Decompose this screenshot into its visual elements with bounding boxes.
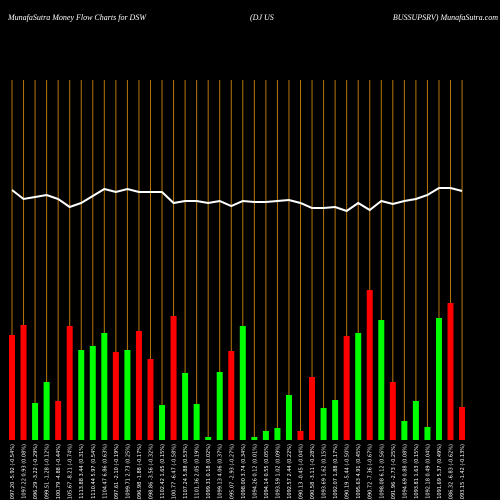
x-tick-label: 1099.31 0.18 (0.02%) xyxy=(206,444,212,499)
bar xyxy=(285,395,292,440)
bar xyxy=(124,350,131,440)
bar xyxy=(170,316,177,440)
x-tick-label: 1113.88 3.44 (0.31%) xyxy=(79,444,85,499)
x-tick-label: 1092.57 2.44 (0.22%) xyxy=(287,444,293,499)
x-tick-label: 1090.58 -3.11 (-0.28%) xyxy=(310,444,316,500)
x-tick-label: 1096.98 -1.88 (-0.17%) xyxy=(137,444,143,500)
x-tick-label: 1093.69 1.62 (0.15%) xyxy=(322,444,328,499)
x-tick-label: 1090.72 -7.36 (-0.67%) xyxy=(368,444,374,500)
bar xyxy=(332,400,339,440)
bar xyxy=(78,350,85,440)
bar xyxy=(355,333,362,440)
bar xyxy=(309,377,316,440)
chart-title: MunafaSutra Money Flow Charts for DSW xyxy=(7,13,147,22)
chart-subtitle: (DJ US xyxy=(250,13,274,22)
bar xyxy=(447,303,454,440)
x-tick-label: 1100.79 -4.88 (-0.44%) xyxy=(56,444,62,500)
x-tick-label: 1099.51 -1.28 (-0.12%) xyxy=(45,444,51,500)
bar xyxy=(435,318,442,440)
bar xyxy=(412,401,419,440)
x-tick-label: 1091.69 5.37 (0.49%) xyxy=(437,444,443,499)
x-tick-label: 1097.22 0.93 (0.08%) xyxy=(22,444,28,499)
bar xyxy=(89,346,96,440)
x-tick-label: 1110.44 5.97 (0.54%) xyxy=(91,444,97,499)
x-tick-label: 1099.71 2.73 (0.25%) xyxy=(125,444,131,499)
x-tick-label: 1094.14 0.55 (0.05%) xyxy=(264,444,270,499)
x-tick-label: 1100.77 -6.47 (-0.58%) xyxy=(172,444,178,500)
bar xyxy=(366,290,373,440)
bar xyxy=(216,372,223,440)
bar xyxy=(147,359,154,440)
bar xyxy=(193,404,200,440)
bar xyxy=(274,428,281,440)
line xyxy=(11,187,463,213)
bar xyxy=(239,326,246,440)
bar xyxy=(228,351,235,440)
bar xyxy=(135,331,142,440)
x-tick-label: 1086.32 -6.83 (-0.62%) xyxy=(449,444,455,500)
x-tick-label: 1099.13 4.06 (0.37%) xyxy=(218,444,224,499)
x-tick-label: 1097.20 -5.92 (-0.54%) xyxy=(10,444,16,500)
x-tick-label: 1092.18 0.49 (0.04%) xyxy=(425,444,431,499)
bar xyxy=(459,407,466,440)
bar xyxy=(378,320,385,440)
x-tick-label: 1092.07 1.88 (0.17%) xyxy=(333,444,339,499)
x-tick-label: 1097.61 -2.10 (-0.19%) xyxy=(114,444,120,500)
bar xyxy=(262,431,269,440)
bar xyxy=(182,373,189,440)
x-tick-label: 1098.08 6.12 (0.56%) xyxy=(379,444,385,499)
bar xyxy=(389,382,396,440)
bar xyxy=(112,352,119,440)
x-tick-label: 1093.59 1.02 (0.09%) xyxy=(275,444,281,499)
chart-subtitle: BUSSUPSRV) MunafaSutra.com xyxy=(393,13,498,22)
x-tick-label: 1104.47 6.86 (0.63%) xyxy=(102,444,108,499)
bar xyxy=(251,437,258,440)
bar xyxy=(205,437,212,440)
bar xyxy=(401,421,408,440)
x-tick-label: 1107.24 5.88 (0.53%) xyxy=(183,444,189,499)
x-tick-label: 1098.00 3.74 (0.34%) xyxy=(241,444,247,499)
bar xyxy=(43,382,50,440)
bar xyxy=(20,325,27,440)
bar xyxy=(424,427,431,440)
x-tick-label: 1090.13 -0.45 (-0.04%) xyxy=(299,444,305,500)
bar xyxy=(101,333,108,440)
x-tick-label: 1095.63 4.91 (0.45%) xyxy=(356,444,362,499)
x-tick-label: 1105.67 -8.21 (-0.74%) xyxy=(68,444,74,500)
x-tick-label: 1095.07 -2.93 (-0.27%) xyxy=(229,444,235,500)
bar xyxy=(343,336,350,440)
bar xyxy=(66,326,73,440)
bar xyxy=(159,405,166,440)
bar xyxy=(32,403,39,440)
x-tick-label: 1096.29 -3.22 (-0.29%) xyxy=(33,444,39,500)
x-tick-label: 1094.26 0.12 (0.01%) xyxy=(252,444,258,499)
x-tick-label: 1093.81 1.63 (0.15%) xyxy=(414,444,420,499)
bar xyxy=(320,408,327,440)
x-tick-label: 1090.19 -5.44 (-0.50%) xyxy=(345,444,351,500)
x-tick-label: 1101.36 2.05 (0.19%) xyxy=(195,444,201,499)
bar xyxy=(55,401,62,440)
x-tick-label: 1094.69 0.88 (0.08%) xyxy=(402,444,408,499)
bar xyxy=(9,335,15,440)
x-tick-label: 1098.86 -3.56 (-0.32%) xyxy=(148,444,154,500)
x-tick-label: 1102.42 1.65 (0.15%) xyxy=(160,444,166,499)
x-tick-label: 1091.96 -2.73 (-0.25%) xyxy=(391,444,397,500)
x-tick-label: 1093.15 -1.42 (-0.13%) xyxy=(460,444,466,500)
bar xyxy=(297,431,304,440)
